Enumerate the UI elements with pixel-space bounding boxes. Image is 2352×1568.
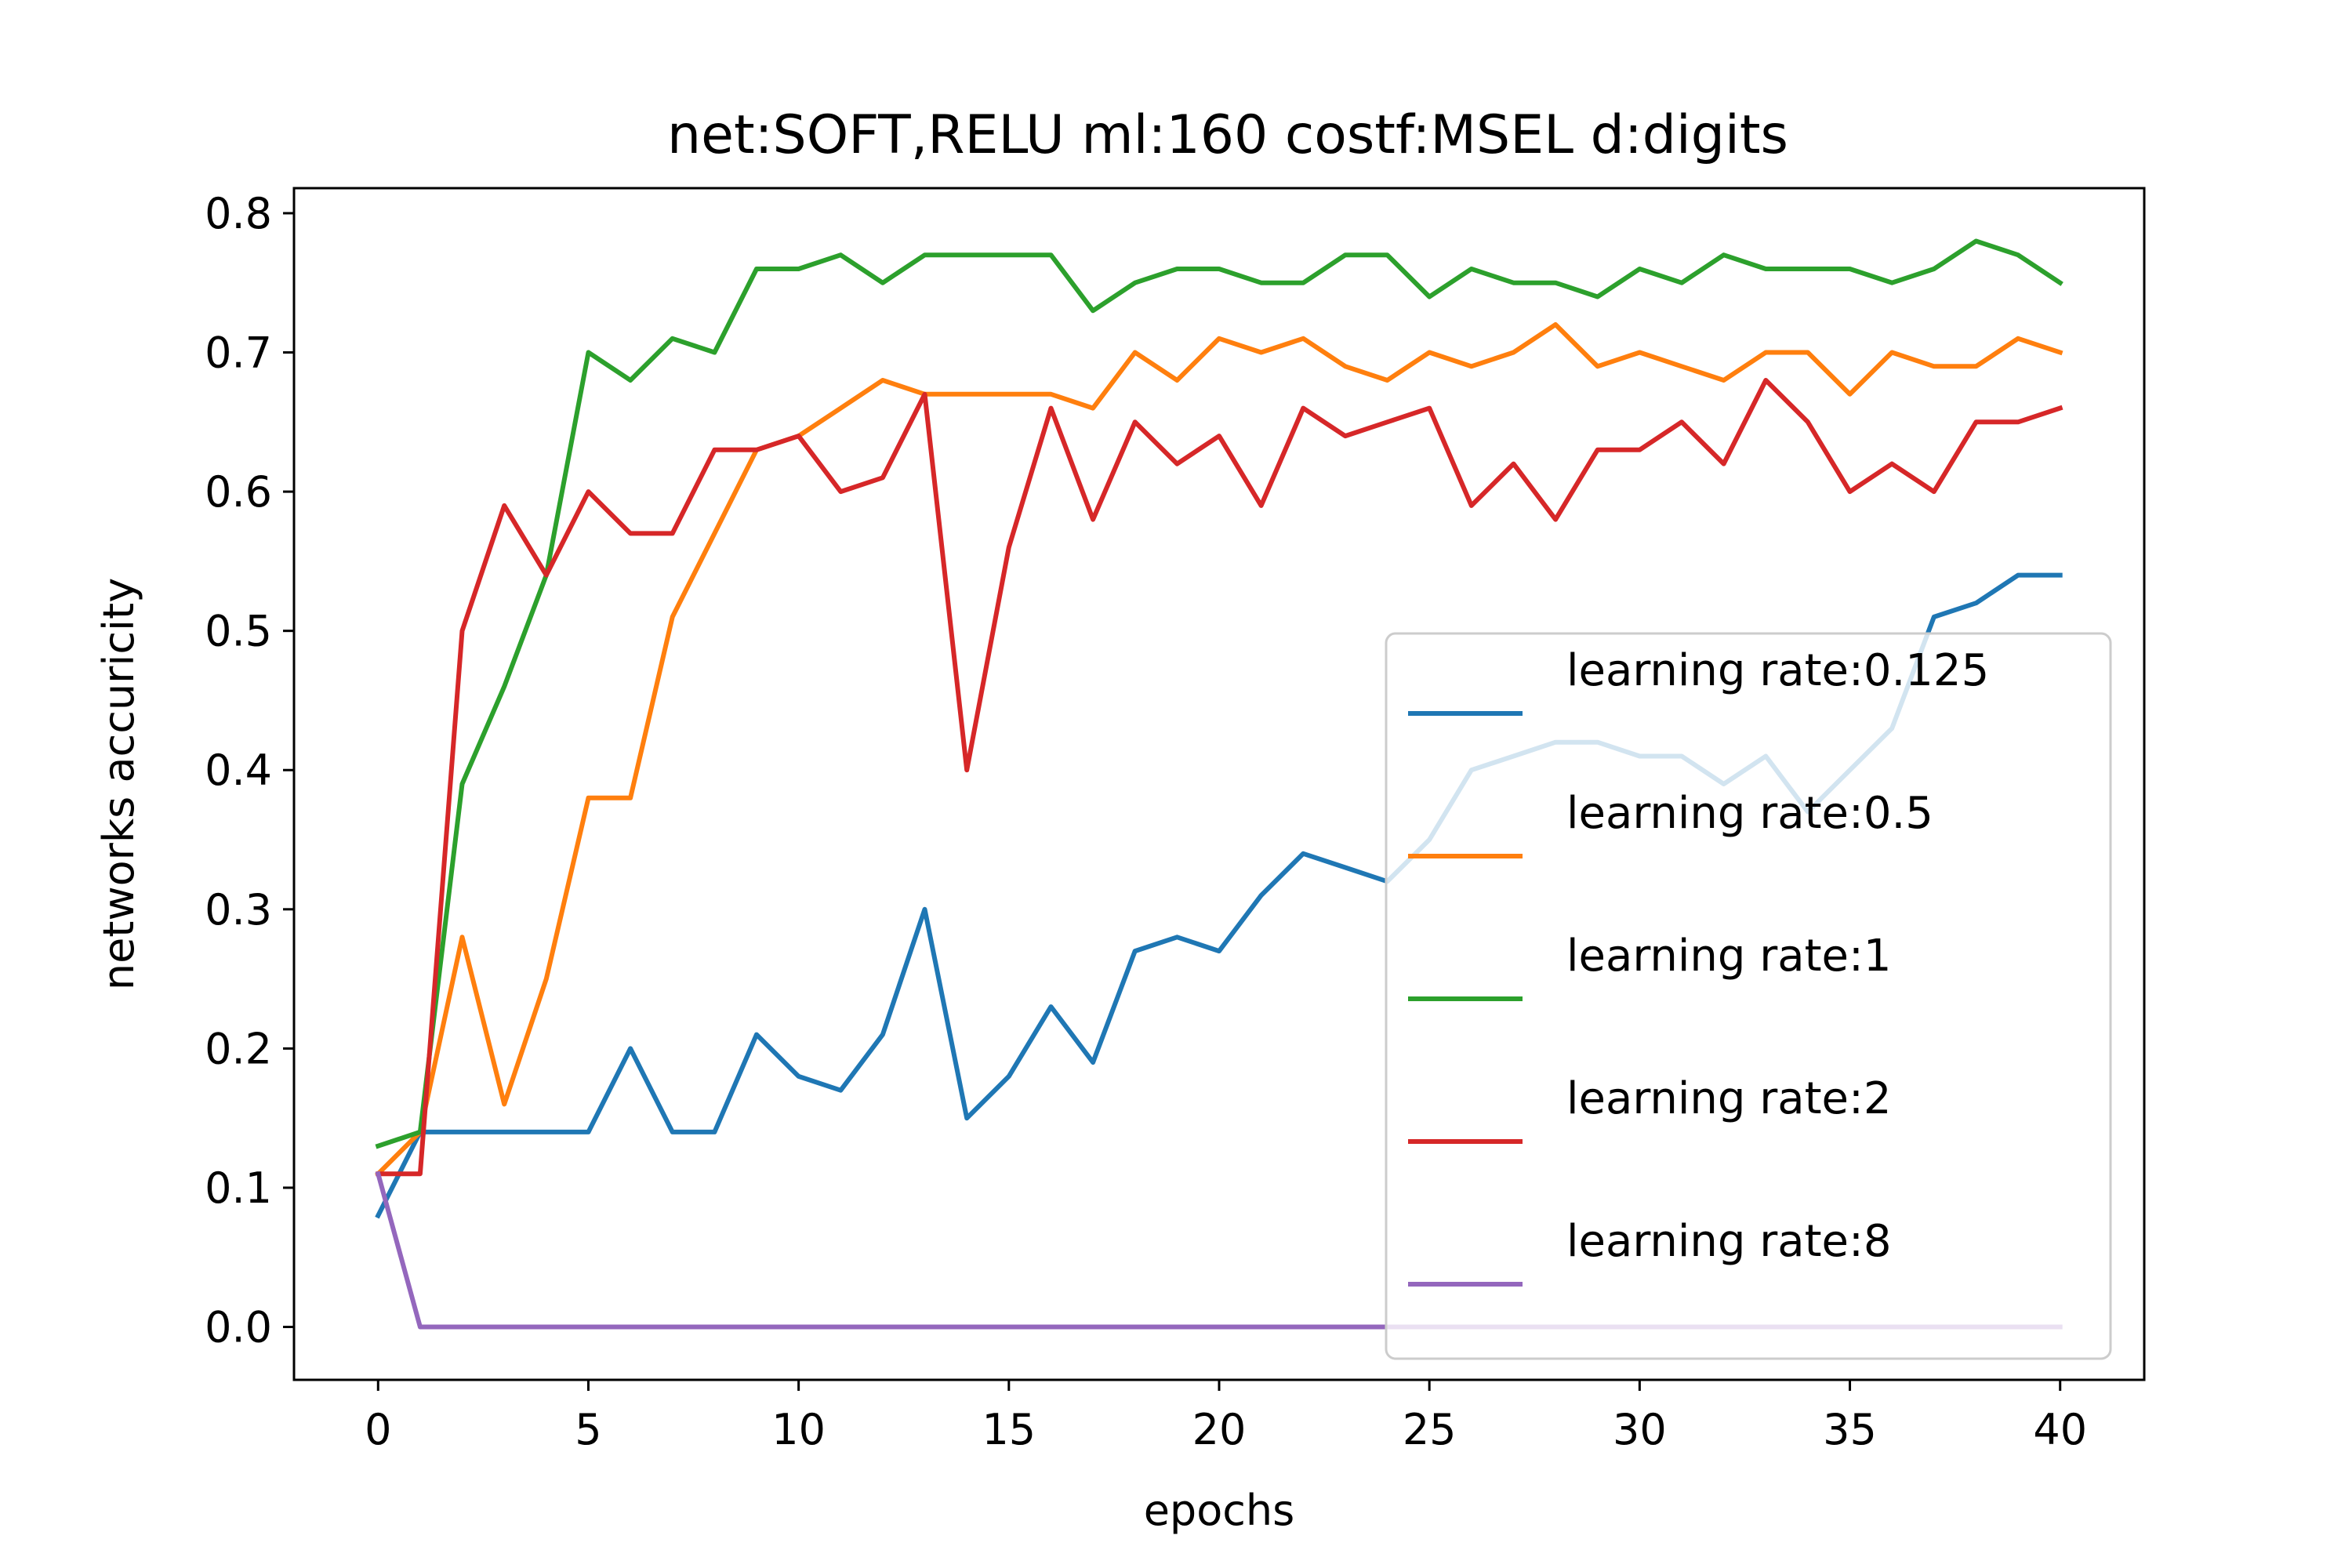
y-axis-ticks: 0.0 0.1 0.2 0.3 0.4 0.5 0.6 0.7 0.8 (205, 189, 294, 1352)
y-tick-label: 0.3 (205, 885, 272, 935)
legend-label-1: learning rate:0.5 (1566, 788, 1933, 839)
y-tick-label: 0.1 (205, 1163, 272, 1213)
y-tick-label: 0.0 (205, 1303, 272, 1352)
legend: learning rate:0.125 learning rate:0.5 lear… (1385, 632, 2112, 1360)
x-tick-label: 40 (2033, 1405, 2087, 1454)
x-tick-label: 20 (1192, 1405, 1247, 1454)
legend-label-2: learning rate:1 (1566, 931, 1892, 982)
y-tick-label: 0.8 (205, 189, 272, 238)
legend-label-0: learning rate:0.125 (1566, 645, 1989, 696)
y-axis-title: networks accuricity (94, 578, 143, 990)
legend-label-4: learning rate:8 (1566, 1216, 1892, 1267)
series-line-2 (375, 238, 2063, 1149)
x-tick-label: 15 (982, 1405, 1036, 1454)
x-tick-label: 0 (365, 1405, 391, 1454)
chart-title: net:SOFT,RELU ml:160 costf:MSEL d:digits (667, 104, 1788, 166)
series-line-1 (375, 322, 2063, 1178)
legend-label-3: learning rate:2 (1566, 1073, 1892, 1124)
x-axis-title: epochs (1144, 1486, 1295, 1535)
y-tick-label: 0.4 (205, 746, 272, 795)
y-tick-label: 0.5 (205, 607, 272, 656)
x-tick-label: 5 (575, 1405, 601, 1454)
x-tick-label: 35 (1823, 1405, 1877, 1454)
x-axis-ticks: 0 5 10 15 20 25 30 35 40 (365, 1380, 2087, 1454)
legend-box (1385, 632, 2112, 1360)
y-tick-label: 0.2 (205, 1024, 272, 1073)
plot-area-frame (292, 187, 2146, 1381)
y-tick-label: 0.6 (205, 467, 272, 517)
x-tick-label: 25 (1403, 1405, 1457, 1454)
series-line-3 (376, 378, 2063, 1177)
x-tick-label: 30 (1613, 1405, 1667, 1454)
x-tick-label: 10 (771, 1405, 826, 1454)
y-tick-label: 0.7 (205, 328, 272, 378)
